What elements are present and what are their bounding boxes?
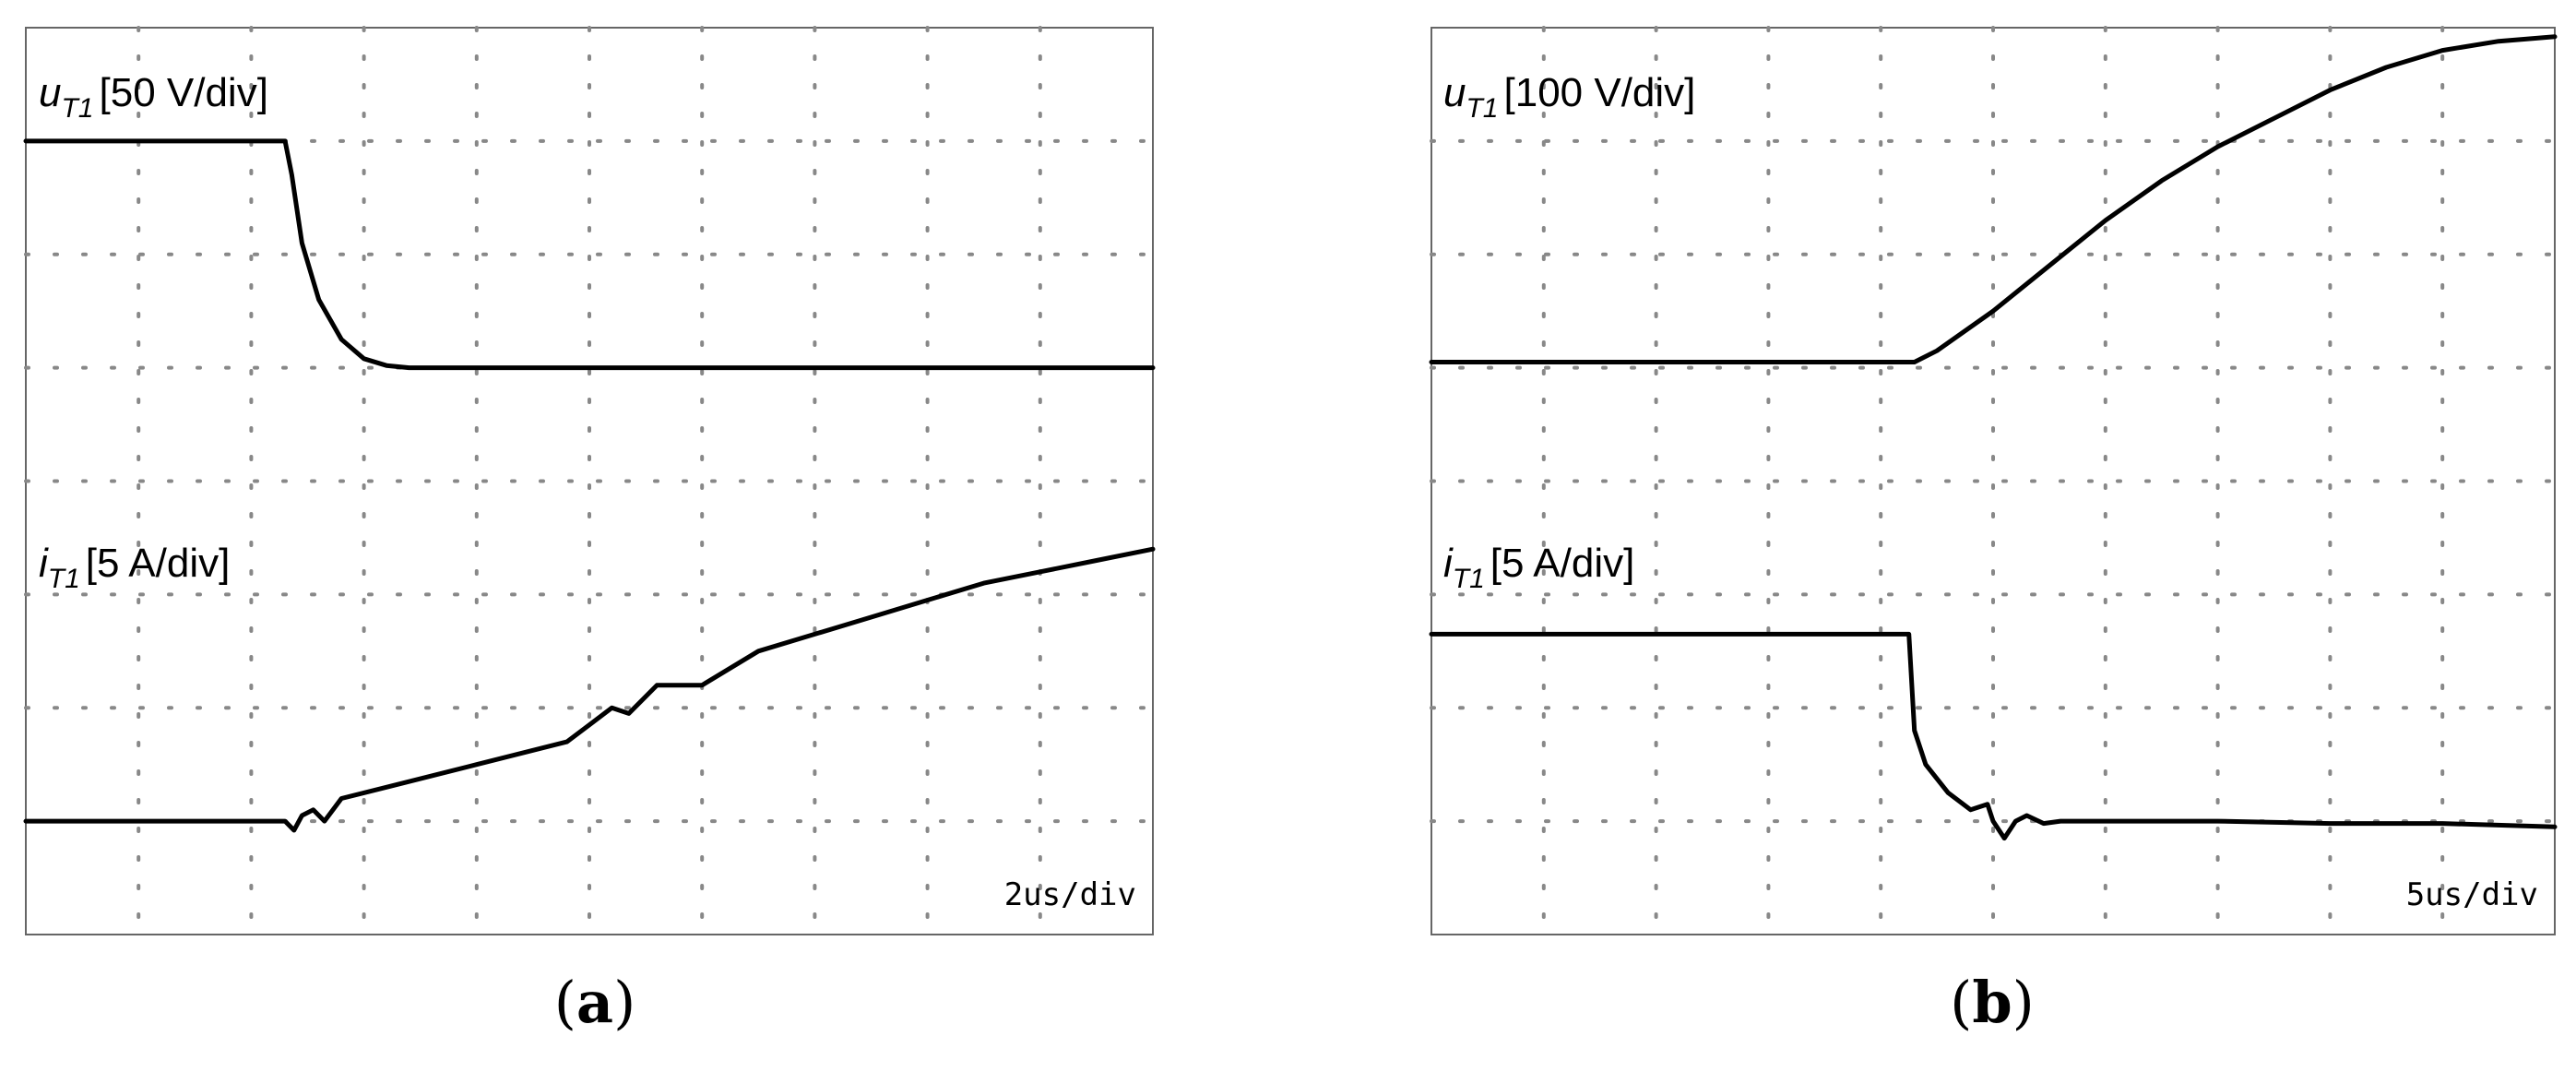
series-label-main: u: [39, 70, 61, 115]
chart-panel-2: uT1 [100 V/div]iT1 [5 A/div]5us/div: [1429, 26, 2558, 936]
caption-a-letter: a: [576, 969, 614, 1036]
chart-panel-1: uT1 [50 V/div]iT1 [5 A/div]2us/div: [23, 26, 1156, 936]
series-line-iT1: [1429, 631, 2558, 841]
series-label-uT1: uT1 [50 V/div]: [39, 70, 268, 124]
series-label-scale: [5 A/div]: [86, 541, 231, 586]
series-label-subscript: T1: [1453, 564, 1485, 594]
series-label-main: u: [1443, 70, 1466, 115]
caption-b-letter: b: [1972, 969, 2012, 1036]
timebase-label: 2us/div: [1004, 876, 1136, 913]
caption-b: (b): [1854, 969, 2131, 1036]
caption-b-close: ): [2012, 969, 2035, 1036]
series-line-iT1: [23, 546, 1156, 833]
series-label-uT1: uT1 [100 V/div]: [1443, 70, 1695, 124]
series-label-subscript: T1: [61, 93, 93, 124]
series-label-scale: [100 V/div]: [1504, 70, 1696, 115]
series-label-iT1: iT1 [5 A/div]: [39, 541, 230, 594]
caption-a: (a): [457, 969, 733, 1036]
timebase-label: 5us/div: [2406, 876, 2538, 913]
series-label-subscript: T1: [48, 564, 80, 594]
caption-b-open: (: [1950, 969, 1973, 1036]
series-label-scale: [50 V/div]: [100, 70, 268, 115]
series-label-iT1: iT1 [5 A/div]: [1443, 541, 1634, 594]
series-label-main: i: [1443, 541, 1454, 586]
series-line-uT1: [1429, 34, 2558, 364]
series-label-main: i: [39, 541, 49, 586]
caption-a-close: ): [613, 969, 636, 1036]
series-label-subscript: T1: [1466, 93, 1498, 124]
caption-a-open: (: [553, 969, 576, 1036]
series-line-uT1: [23, 138, 1156, 371]
series-label-scale: [5 A/div]: [1490, 541, 1635, 586]
